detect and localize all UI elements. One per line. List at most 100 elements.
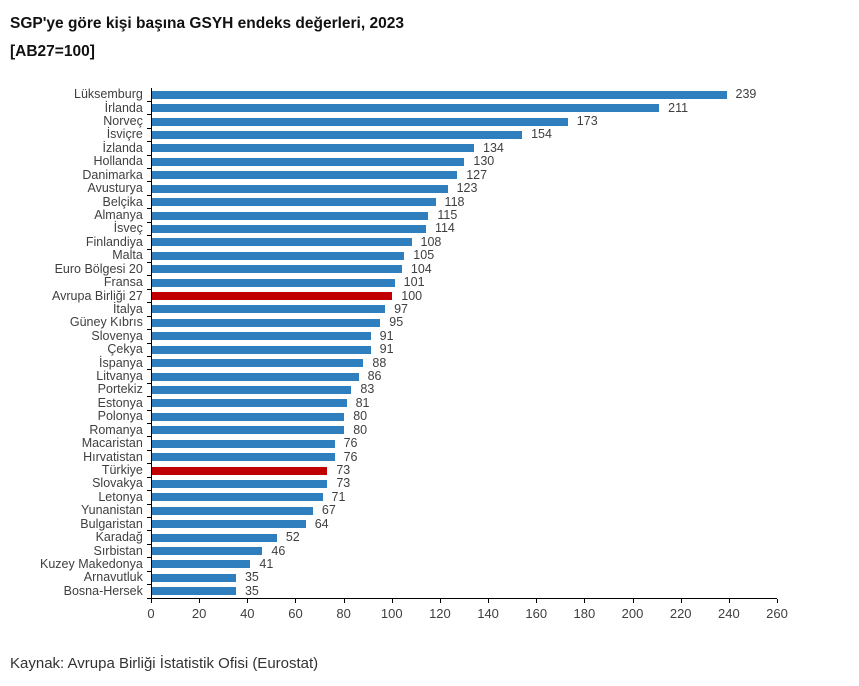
bar-chart: Lüksemburg 239 İrlanda 211 Norveç 173 İsviçre 1… [10,87,788,625]
bar [151,412,345,421]
value-label: 86 [367,369,382,384]
x-axis-tick-label: 200 [621,606,644,621]
value-label: 46 [271,543,286,558]
bar-track: 91 [146,342,777,358]
value-label: 91 [379,342,394,357]
x-axis-tick-label: 240 [717,606,740,621]
category-label: Çekya [107,342,143,357]
bar-row: İzlanda 134 [10,140,777,157]
bar-track: 123 [146,182,777,197]
x-axis-tick-label: 100 [380,606,403,621]
bar-row: Almanya 115 [10,209,777,224]
bar-row: Belçika 118 [10,195,777,210]
bar-row: Portekiz 83 [10,382,777,398]
bar-row: Polonya 80 [10,410,777,425]
category-label: İtalya [112,301,143,316]
value-label: 76 [343,449,358,464]
category-label: Portekiz [97,382,143,397]
bar-track: 80 [146,423,777,438]
x-axis-tick-label: 180 [573,606,596,621]
chart-title: SGP'ye göre kişi başına GSYH endeks değe… [10,10,859,66]
highlighted-bar [151,292,393,301]
bar-track: 108 [146,234,777,251]
bar [151,385,352,394]
bar-track: 46 [146,543,777,559]
value-label: 64 [314,516,329,531]
bar-track: 134 [146,141,777,157]
bar-track: 80 [146,410,777,425]
bar-row: Bulgaristan 64 [10,516,777,532]
bar-track: 91 [146,329,777,344]
bar [151,117,568,126]
bar-row: Arnavutluk 35 [10,570,777,586]
bar-track: 211 [146,100,777,116]
bar-row: Malta 105 [10,248,777,264]
bar-track: 104 [146,261,777,277]
value-label: 73 [336,463,351,478]
value-label: 35 [244,570,259,585]
bar-track: 173 [146,114,777,130]
bar [151,184,448,193]
x-axis-tick [391,599,393,603]
bar [151,144,475,153]
bar-track: 35 [146,570,777,586]
category-label: Euro Bölgesi 20 [54,261,143,276]
bar-track: 97 [146,302,777,318]
bar [151,224,426,233]
bar-track: 73 [146,463,777,479]
value-label: 76 [343,436,358,451]
bar-row: Estonya 81 [10,395,777,412]
value-label: 104 [410,261,432,276]
bar [151,305,386,314]
value-label: 108 [420,234,442,249]
bar-row: Fransa 101 [10,275,777,291]
category-label: Slovenya [91,328,143,343]
x-axis-tick [777,599,778,603]
category-label: Estonya [97,395,143,410]
category-label: Bosna-Hersek [63,583,143,598]
bar [151,547,263,556]
value-label: 101 [403,275,425,290]
bar-track: 73 [146,476,777,492]
value-label: 71 [331,489,346,504]
bar [151,399,347,408]
chart-title-line2: [AB27=100] [10,43,95,60]
x-axis-tick [488,599,490,603]
value-label: 239 [735,87,757,102]
bar [151,251,405,260]
x-axis-tick [343,599,345,603]
bar-track: 41 [146,556,777,573]
bar-row: Slovenya 91 [10,328,777,344]
bar [151,520,306,529]
x-axis-tick-label: 140 [477,606,499,621]
bar-row: İrlanda 211 [10,100,777,116]
category-label: Türkiye [101,463,143,478]
bar [151,332,371,341]
x-axis-tick-label: 120 [429,606,451,621]
value-label: 73 [336,476,351,491]
category-label: Lüksemburg [74,87,143,102]
bar [151,493,323,502]
bar [151,359,364,368]
bar-row: Slovakya 73 [10,476,777,492]
category-label: İsviçre [106,127,143,142]
category-label: Malta [112,248,143,263]
value-label: 211 [668,100,689,115]
bar-row: İtalya 97 [10,301,777,318]
category-label: İzlanda [102,140,143,155]
value-label: 41 [259,556,274,571]
category-label: İsveç [113,221,143,236]
x-axis-tick [439,599,441,603]
bar-row: Romanya 80 [10,423,777,438]
value-label: 173 [576,114,598,129]
value-label: 88 [372,355,387,370]
category-label: Norveç [103,114,143,129]
x-axis-tick [536,599,538,603]
category-label: İrlanda [104,100,143,115]
bar-row-highlighted: Türkiye 73 [10,463,777,479]
bar [151,372,359,381]
value-label: 114 [434,221,455,236]
bar-track: 115 [146,209,777,224]
x-axis-tick [247,599,249,603]
